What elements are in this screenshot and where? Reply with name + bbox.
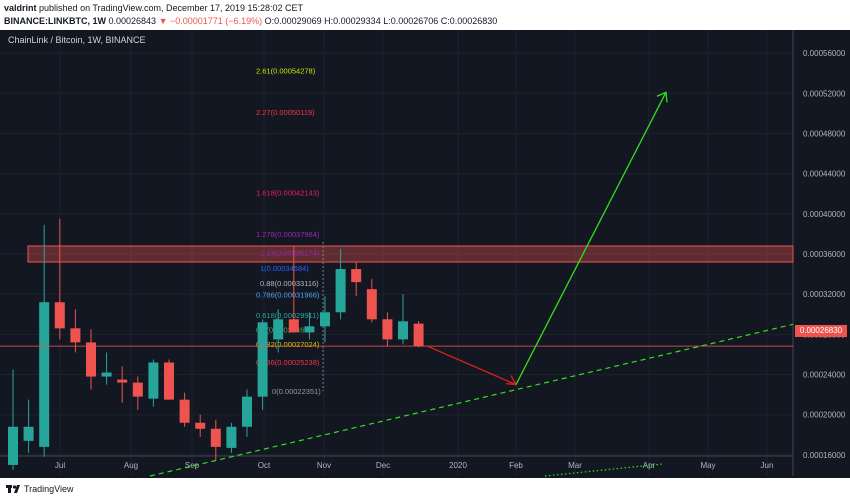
y-tick-label: 0.00056000 xyxy=(803,49,846,58)
candle-body xyxy=(86,342,96,377)
candle-body xyxy=(413,323,424,347)
x-tick-label: Jul xyxy=(55,461,65,470)
x-tick-label: 2020 xyxy=(449,461,467,470)
candle-body xyxy=(257,322,268,397)
candle-body xyxy=(54,302,65,329)
y-tick-label: 0.00044000 xyxy=(803,170,846,179)
ohlc-line: BINANCE:LINKBTC, 1W 0.00026843 ▼ −0.0000… xyxy=(4,16,497,26)
candle-body xyxy=(148,362,159,399)
candle-body xyxy=(320,312,330,327)
symbol-line: BINANCE:LINKBTC, 1W xyxy=(4,16,106,26)
candle-body xyxy=(101,372,112,377)
fib-level-label: 1.278(0.00037984) xyxy=(256,230,320,239)
footer: TradingView xyxy=(0,478,850,500)
y-tick-label: 0.00052000 xyxy=(803,89,846,98)
green-arrow-head xyxy=(656,91,668,103)
x-tick-label: Sep xyxy=(185,461,200,470)
tradingview-brand[interactable]: TradingView xyxy=(24,484,74,494)
close-value: 0.00026843 xyxy=(108,16,157,26)
fib-level-label: 0.618(0.00029911) xyxy=(256,311,319,320)
candle-body xyxy=(273,319,284,340)
y-tick-label: 0.00024000 xyxy=(803,371,846,380)
tradingview-logo-icon xyxy=(6,485,20,493)
candle-body xyxy=(398,321,408,340)
candle-body xyxy=(226,426,237,448)
fib-level-label: 0.236(0.00025238) xyxy=(256,358,320,367)
fib-level-label: 1.13(0.00036174) xyxy=(260,248,320,257)
candle-body xyxy=(70,328,81,343)
y-tick-label: 0.00048000 xyxy=(803,129,846,138)
fib-level-label: 2.27(0.00050119) xyxy=(256,108,315,117)
y-tick-label: 0.00016000 xyxy=(803,451,846,460)
change-value: ▼ −0.00001771 (−6.19%) xyxy=(158,16,263,26)
fib-level-label: 1.618(0.00042143) xyxy=(256,188,320,197)
x-tick-label: Jun xyxy=(761,461,774,470)
candle-body xyxy=(132,382,143,397)
candle-body xyxy=(164,362,174,400)
last-price-tag: 0.00026830 xyxy=(795,325,847,337)
candle-body xyxy=(335,269,346,313)
x-tick-label: Aug xyxy=(124,461,138,470)
y-tick-label: 0.00032000 xyxy=(803,290,846,299)
x-tick-label: Oct xyxy=(258,461,271,470)
fib-level-label: 0(0.00022351) xyxy=(272,387,321,396)
y-tick-label: 0.00040000 xyxy=(803,210,846,219)
y-tick-label: 0.00036000 xyxy=(803,250,846,259)
x-tick-label: Nov xyxy=(317,461,331,470)
fib-level-label: 2.61(0.00054278) xyxy=(256,66,316,75)
fib-level-label: 0.382(0.00027024) xyxy=(256,340,320,349)
y-tick-label: 0.00020000 xyxy=(803,411,846,420)
price-chart[interactable]: 0.000160000.000200000.000240000.00028000… xyxy=(0,30,850,478)
candle-body xyxy=(304,326,315,333)
green-arrow-line xyxy=(515,91,667,385)
fib-level-label: 0.5(0.00028468) xyxy=(256,326,312,335)
candle-body xyxy=(8,426,18,465)
resistance-zone xyxy=(27,245,794,263)
fib-level-label: 1(0.00034584) xyxy=(260,264,309,273)
x-tick-label: Feb xyxy=(509,461,523,470)
candle-body xyxy=(210,428,221,447)
ohlc-values: O:0.00029069 H:0.00029334 L:0.00026706 C… xyxy=(264,16,498,26)
candle-body xyxy=(351,269,362,283)
fib-level-label: 0.88(0.00033116) xyxy=(260,279,319,288)
support-trendline xyxy=(149,323,794,477)
candle-body xyxy=(23,426,34,441)
candle-body xyxy=(382,319,393,340)
candle-body xyxy=(195,422,206,429)
publish-line: valdrint published on TradingView.com, D… xyxy=(4,3,303,13)
x-tick-label: May xyxy=(700,461,715,470)
candle-body xyxy=(179,399,190,423)
published-text: published on TradingView.com, December 1… xyxy=(39,3,304,13)
candle-body xyxy=(242,396,252,427)
x-tick-label: Dec xyxy=(376,461,390,470)
candle-body xyxy=(288,319,299,333)
candle-body xyxy=(39,302,50,447)
candle-body xyxy=(366,289,377,320)
x-tick-label: Mar xyxy=(568,461,582,470)
fib-level-label: 0.786(0.00031966) xyxy=(256,291,320,300)
publish-header: valdrint published on TradingView.com, D… xyxy=(0,0,850,30)
publisher-name[interactable]: valdrint xyxy=(4,3,37,13)
chart-title: ChainLink / Bitcoin, 1W, BINANCE xyxy=(8,35,146,45)
candle-body xyxy=(117,379,128,383)
red-arrow-line xyxy=(427,345,517,386)
